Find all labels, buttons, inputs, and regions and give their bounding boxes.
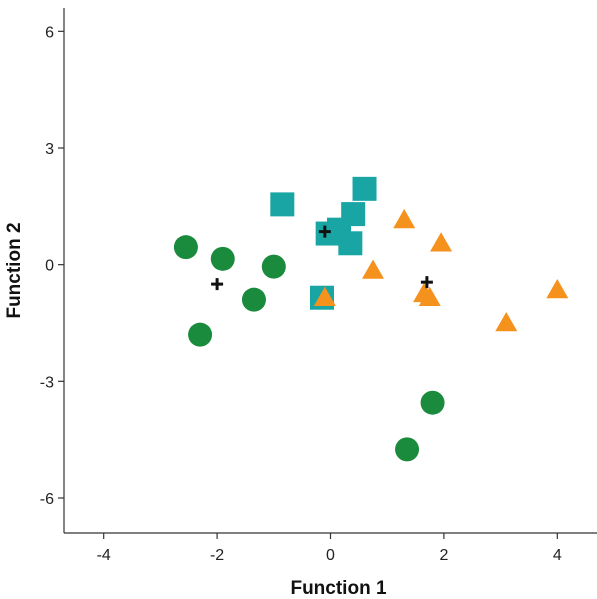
x-axis-ticks: -4 -2 0 2 4 [97,533,562,564]
circle-marker [395,437,420,462]
circle-marker [210,246,235,271]
x-tick-label: -4 [97,547,111,564]
centroid-marker [318,225,331,238]
triangle-marker [546,278,569,299]
y-axis-ticks: 6 3 0 -3 -6 [40,24,64,508]
centroid-marker [420,276,433,289]
square-marker [338,231,363,256]
y-tick-label: -6 [40,491,54,508]
square-marker [315,221,340,246]
circle-marker [173,235,198,260]
circle-marker [241,287,266,312]
y-tick-label: 0 [45,258,54,275]
x-tick-label: -2 [210,547,224,564]
x-axis-title: Function 1 [290,578,386,599]
square-marker [270,192,295,217]
circle-marker [261,254,286,279]
triangle-marker [393,208,416,229]
data-points [173,176,569,462]
triangle-marker [495,312,518,332]
square-marker [352,176,377,201]
x-tick-label: 0 [326,547,335,564]
triangle-marker [313,286,336,306]
x-tick-label: 2 [439,547,448,564]
x-tick-label: 4 [553,547,562,564]
circle-marker [420,390,445,415]
axes: -4 -2 0 2 4 6 3 0 -3 -6 [40,8,597,564]
y-tick-label: 3 [45,141,54,158]
triangle-marker [430,232,453,252]
triangle-marker [362,259,385,279]
y-tick-label: -3 [40,374,54,391]
y-tick-label: 6 [45,24,54,41]
y-axis-title: Function 2 [4,222,25,318]
group-centroids [211,225,433,291]
circle-marker [188,322,213,347]
centroid-marker [211,278,224,291]
triangle-marker [418,286,441,306]
